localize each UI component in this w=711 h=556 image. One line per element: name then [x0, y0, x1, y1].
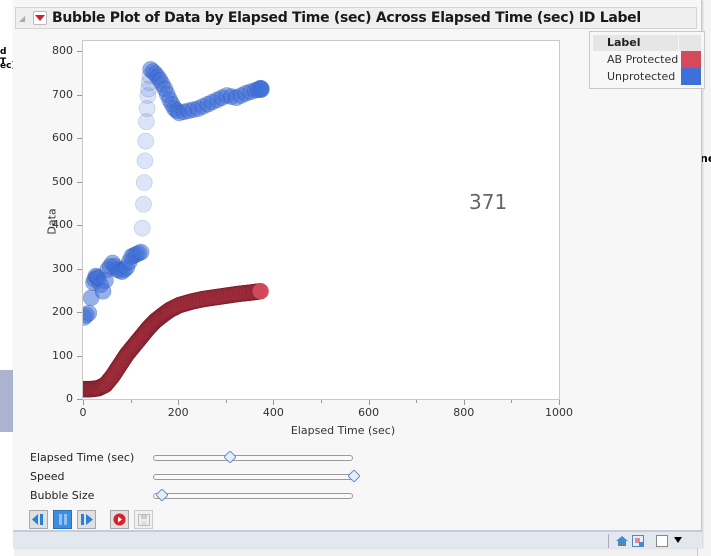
save-button[interactable]: [134, 510, 153, 529]
slider-thumb[interactable]: [224, 451, 236, 463]
bubble-unprotected: [136, 152, 154, 170]
background-text: ec): [0, 61, 16, 71]
slider-thumb[interactable]: [348, 470, 360, 482]
bubble-unprotected: [135, 195, 152, 213]
speed-slider[interactable]: [153, 470, 360, 482]
bubble-unprotected: [134, 219, 151, 237]
step-forward-icon: [81, 514, 93, 525]
disclosure-triangle-icon[interactable]: ◢: [19, 13, 26, 23]
x-tick-label: 200: [167, 406, 189, 419]
legend-title: Label: [593, 35, 678, 51]
bubble-plot-window: ◢ Bubble Plot of Data by Elapsed Time (s…: [13, 0, 705, 548]
y-tick-label: 800: [52, 44, 73, 57]
x-tick-label: 0: [79, 406, 87, 419]
red-triangle-icon: [35, 15, 45, 21]
bubble-unprotected: [132, 243, 150, 261]
x-tick-label: 1000: [545, 406, 573, 419]
outline-header[interactable]: ◢ Bubble Plot of Data by Elapsed Time (s…: [15, 7, 697, 29]
elapsed-time-slider[interactable]: [153, 451, 353, 463]
x-tick-label: 600: [358, 406, 380, 419]
pause-icon: [58, 514, 67, 525]
legend-item-ab-protected[interactable]: AB Protected: [593, 51, 701, 68]
record-button[interactable]: [110, 510, 129, 529]
dropdown-arrow-icon[interactable]: [674, 537, 682, 543]
x-tick-label: 800: [453, 406, 475, 419]
y-axis-title: Data: [45, 208, 59, 235]
background-text: ne: [700, 152, 711, 165]
status-bar: [13, 530, 702, 548]
y-tick-label: 700: [52, 87, 73, 101]
legend-swatch: [681, 68, 701, 85]
x-tick-label: 400: [262, 406, 284, 419]
step-back-button[interactable]: [29, 510, 48, 529]
legend: Label AB Protected Unprotected: [589, 31, 705, 89]
step-back-icon: [32, 514, 43, 525]
bubble-size-slider-label: Bubble Size: [30, 489, 95, 502]
bubble-unprotected: [137, 132, 154, 150]
y-tick-label: 300: [52, 261, 73, 275]
y-tick-label: 200: [52, 305, 73, 318]
step-forward-button[interactable]: [77, 510, 96, 529]
y-tick-label: 600: [52, 131, 73, 144]
record-icon: [113, 513, 126, 526]
home-icon[interactable]: [616, 535, 628, 547]
plot-frame[interactable]: 371: [82, 40, 560, 400]
bubble-size-slider[interactable]: [153, 489, 353, 501]
bubble-unprotected: [138, 113, 155, 130]
report-title: Bubble Plot of Data by Elapsed Time (sec…: [52, 10, 641, 26]
legend-label: AB Protected: [607, 53, 679, 66]
layout-icon[interactable]: [632, 535, 644, 547]
selection-color-box[interactable]: [656, 535, 668, 547]
y-tick-label: 400: [52, 218, 73, 231]
background-app-left: d T ec): [0, 0, 16, 556]
x-axis-title: Elapsed Time (sec): [290, 424, 396, 437]
bubble-unprotected: [138, 100, 156, 117]
background-text: d T: [0, 47, 7, 67]
bubble-unprotected: [139, 87, 157, 104]
bubble-chart[interactable]: [83, 41, 561, 401]
pause-button[interactable]: [53, 510, 72, 529]
slider-thumb[interactable]: [156, 489, 168, 501]
speed-slider-label: Speed: [30, 470, 65, 483]
bubble-ab-protected: [252, 283, 269, 300]
y-tick-label: 500: [52, 174, 73, 188]
legend-swatch: [681, 51, 701, 68]
legend-item-unprotected[interactable]: Unprotected: [593, 68, 701, 85]
legend-label: Unprotected: [607, 70, 676, 83]
bubble-unprotected: [135, 174, 153, 191]
bubble-unprotected: [83, 304, 98, 322]
background-panel: [0, 370, 14, 432]
save-disk-icon: [137, 513, 150, 526]
y-tick-label: 0: [66, 392, 73, 405]
red-triangle-menu-button[interactable]: [33, 11, 47, 25]
frame-value-label: 371: [469, 190, 508, 214]
elapsed-time-slider-label: Elapsed Time (sec): [30, 451, 135, 464]
y-tick-label: 100: [52, 348, 73, 362]
